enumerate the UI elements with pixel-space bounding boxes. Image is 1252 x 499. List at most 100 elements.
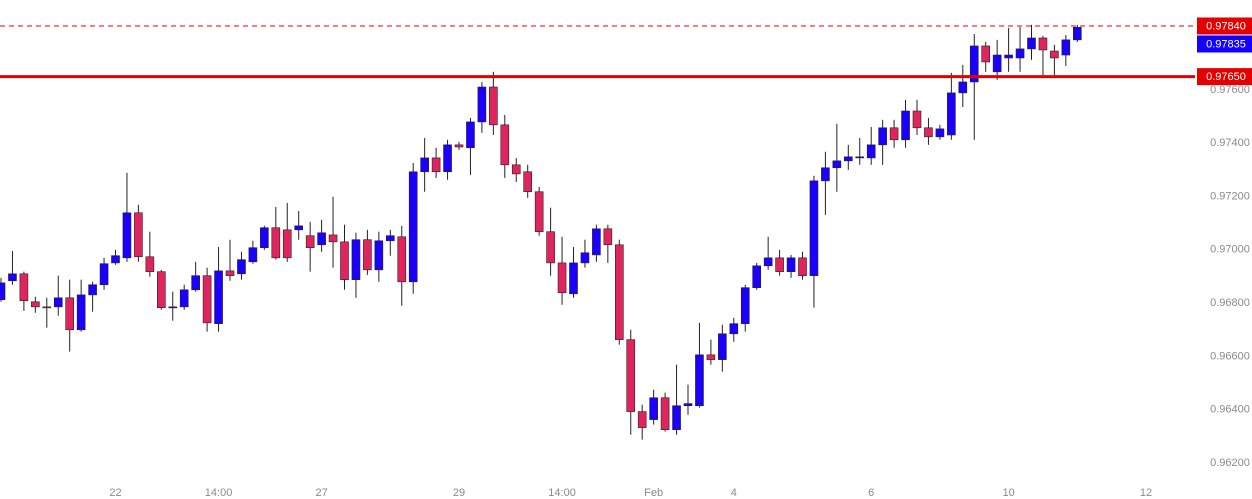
candle-body <box>477 86 487 123</box>
candle-body <box>500 124 510 166</box>
candle-body <box>214 270 223 324</box>
candle-body <box>1073 27 1082 41</box>
x-tick-label: Feb <box>644 487 663 499</box>
candle-body <box>729 323 739 335</box>
candle-body <box>580 252 590 264</box>
candle-body <box>958 81 968 94</box>
candle-body <box>901 110 910 141</box>
candle-body <box>1004 54 1013 59</box>
candle-body <box>889 127 899 141</box>
y-tick-label: 0.97400 <box>1210 137 1250 149</box>
candle-body <box>649 397 658 420</box>
candle-body <box>614 244 624 340</box>
candle-body <box>832 160 842 169</box>
plot-area <box>0 24 1082 440</box>
candle-body <box>202 275 212 324</box>
candle-body <box>695 354 704 407</box>
candle-body <box>454 144 464 148</box>
candle-body <box>843 156 853 162</box>
candle-body <box>19 273 29 302</box>
candle-body <box>420 157 429 173</box>
candle-body <box>134 212 143 258</box>
candle-body <box>706 354 716 360</box>
candle-body <box>1061 39 1071 56</box>
candle-body <box>157 271 166 308</box>
candle-body <box>924 127 933 138</box>
candle-body <box>1015 48 1025 59</box>
candle-body <box>912 110 922 129</box>
candle-body <box>65 297 74 331</box>
y-tick-label: 0.97600 <box>1210 84 1250 96</box>
price-label: 0.97835 <box>1206 38 1246 50</box>
candle-body <box>397 236 407 283</box>
candle-body <box>992 54 1002 73</box>
price-label-box <box>1197 35 1252 53</box>
candle-body <box>1038 37 1048 51</box>
candle-body <box>145 256 155 272</box>
candle-body <box>511 164 521 175</box>
candle-body <box>947 92 956 136</box>
candle-body <box>603 228 613 246</box>
candle-body <box>179 289 189 308</box>
candle-body <box>752 265 762 288</box>
candle-body <box>672 405 681 431</box>
x-tick-label: 22 <box>109 487 121 499</box>
candle-body <box>8 273 17 282</box>
candle-body <box>385 235 395 242</box>
candle-body <box>569 262 578 295</box>
candle-body <box>237 259 246 275</box>
candle-body <box>466 121 475 149</box>
candle-body <box>660 397 670 431</box>
candle-body <box>191 275 200 291</box>
candle-body <box>271 227 281 259</box>
candle-body <box>431 157 441 173</box>
candle-body <box>821 167 830 182</box>
x-tick-label: 6 <box>868 487 874 499</box>
candle-body <box>42 306 52 309</box>
candle-body <box>809 180 819 276</box>
candle-body <box>260 227 269 249</box>
candle-body <box>969 45 979 83</box>
price-label: 0.97840 <box>1206 20 1246 32</box>
x-tick-label: 12 <box>1140 487 1152 499</box>
candle-body <box>683 403 693 407</box>
y-tick-label: 0.97000 <box>1210 244 1250 256</box>
candle-body <box>534 191 544 233</box>
candle-body <box>99 263 109 286</box>
candle-body <box>546 231 555 264</box>
candle-body <box>305 235 315 249</box>
x-tick-label: 10 <box>1002 487 1014 499</box>
candle-body <box>340 241 349 280</box>
candle-body <box>935 128 945 138</box>
y-tick-label: 0.97200 <box>1210 190 1250 202</box>
candle-body <box>763 257 773 267</box>
candle-body <box>775 257 784 272</box>
candle-body <box>740 287 750 324</box>
candle-body <box>786 257 796 272</box>
y-tick-label: 0.96600 <box>1210 350 1250 362</box>
candle-body <box>225 270 235 276</box>
candle-body <box>351 239 361 280</box>
price-label-box <box>1197 17 1252 35</box>
x-tick-label: 4 <box>731 487 737 499</box>
candle-body <box>523 171 533 193</box>
x-tick-label: 14:00 <box>205 487 233 499</box>
candle-body <box>637 411 647 428</box>
candle-body <box>328 234 338 243</box>
price-label-box <box>1197 68 1252 86</box>
y-tick-label: 0.96200 <box>1210 457 1250 469</box>
candle-body <box>0 282 6 300</box>
candle-body <box>592 228 601 256</box>
y-tick-label: 0.96800 <box>1210 297 1250 309</box>
candle-body <box>1050 50 1059 59</box>
candle-body <box>31 301 40 308</box>
candle-body <box>1027 37 1036 50</box>
candle-body <box>374 240 384 271</box>
candle-body <box>878 127 887 146</box>
candle-body <box>408 171 418 283</box>
candle-body <box>122 212 132 259</box>
price-label: 0.97650 <box>1206 71 1246 83</box>
candle-body <box>111 255 120 264</box>
x-tick-label: 29 <box>453 487 465 499</box>
